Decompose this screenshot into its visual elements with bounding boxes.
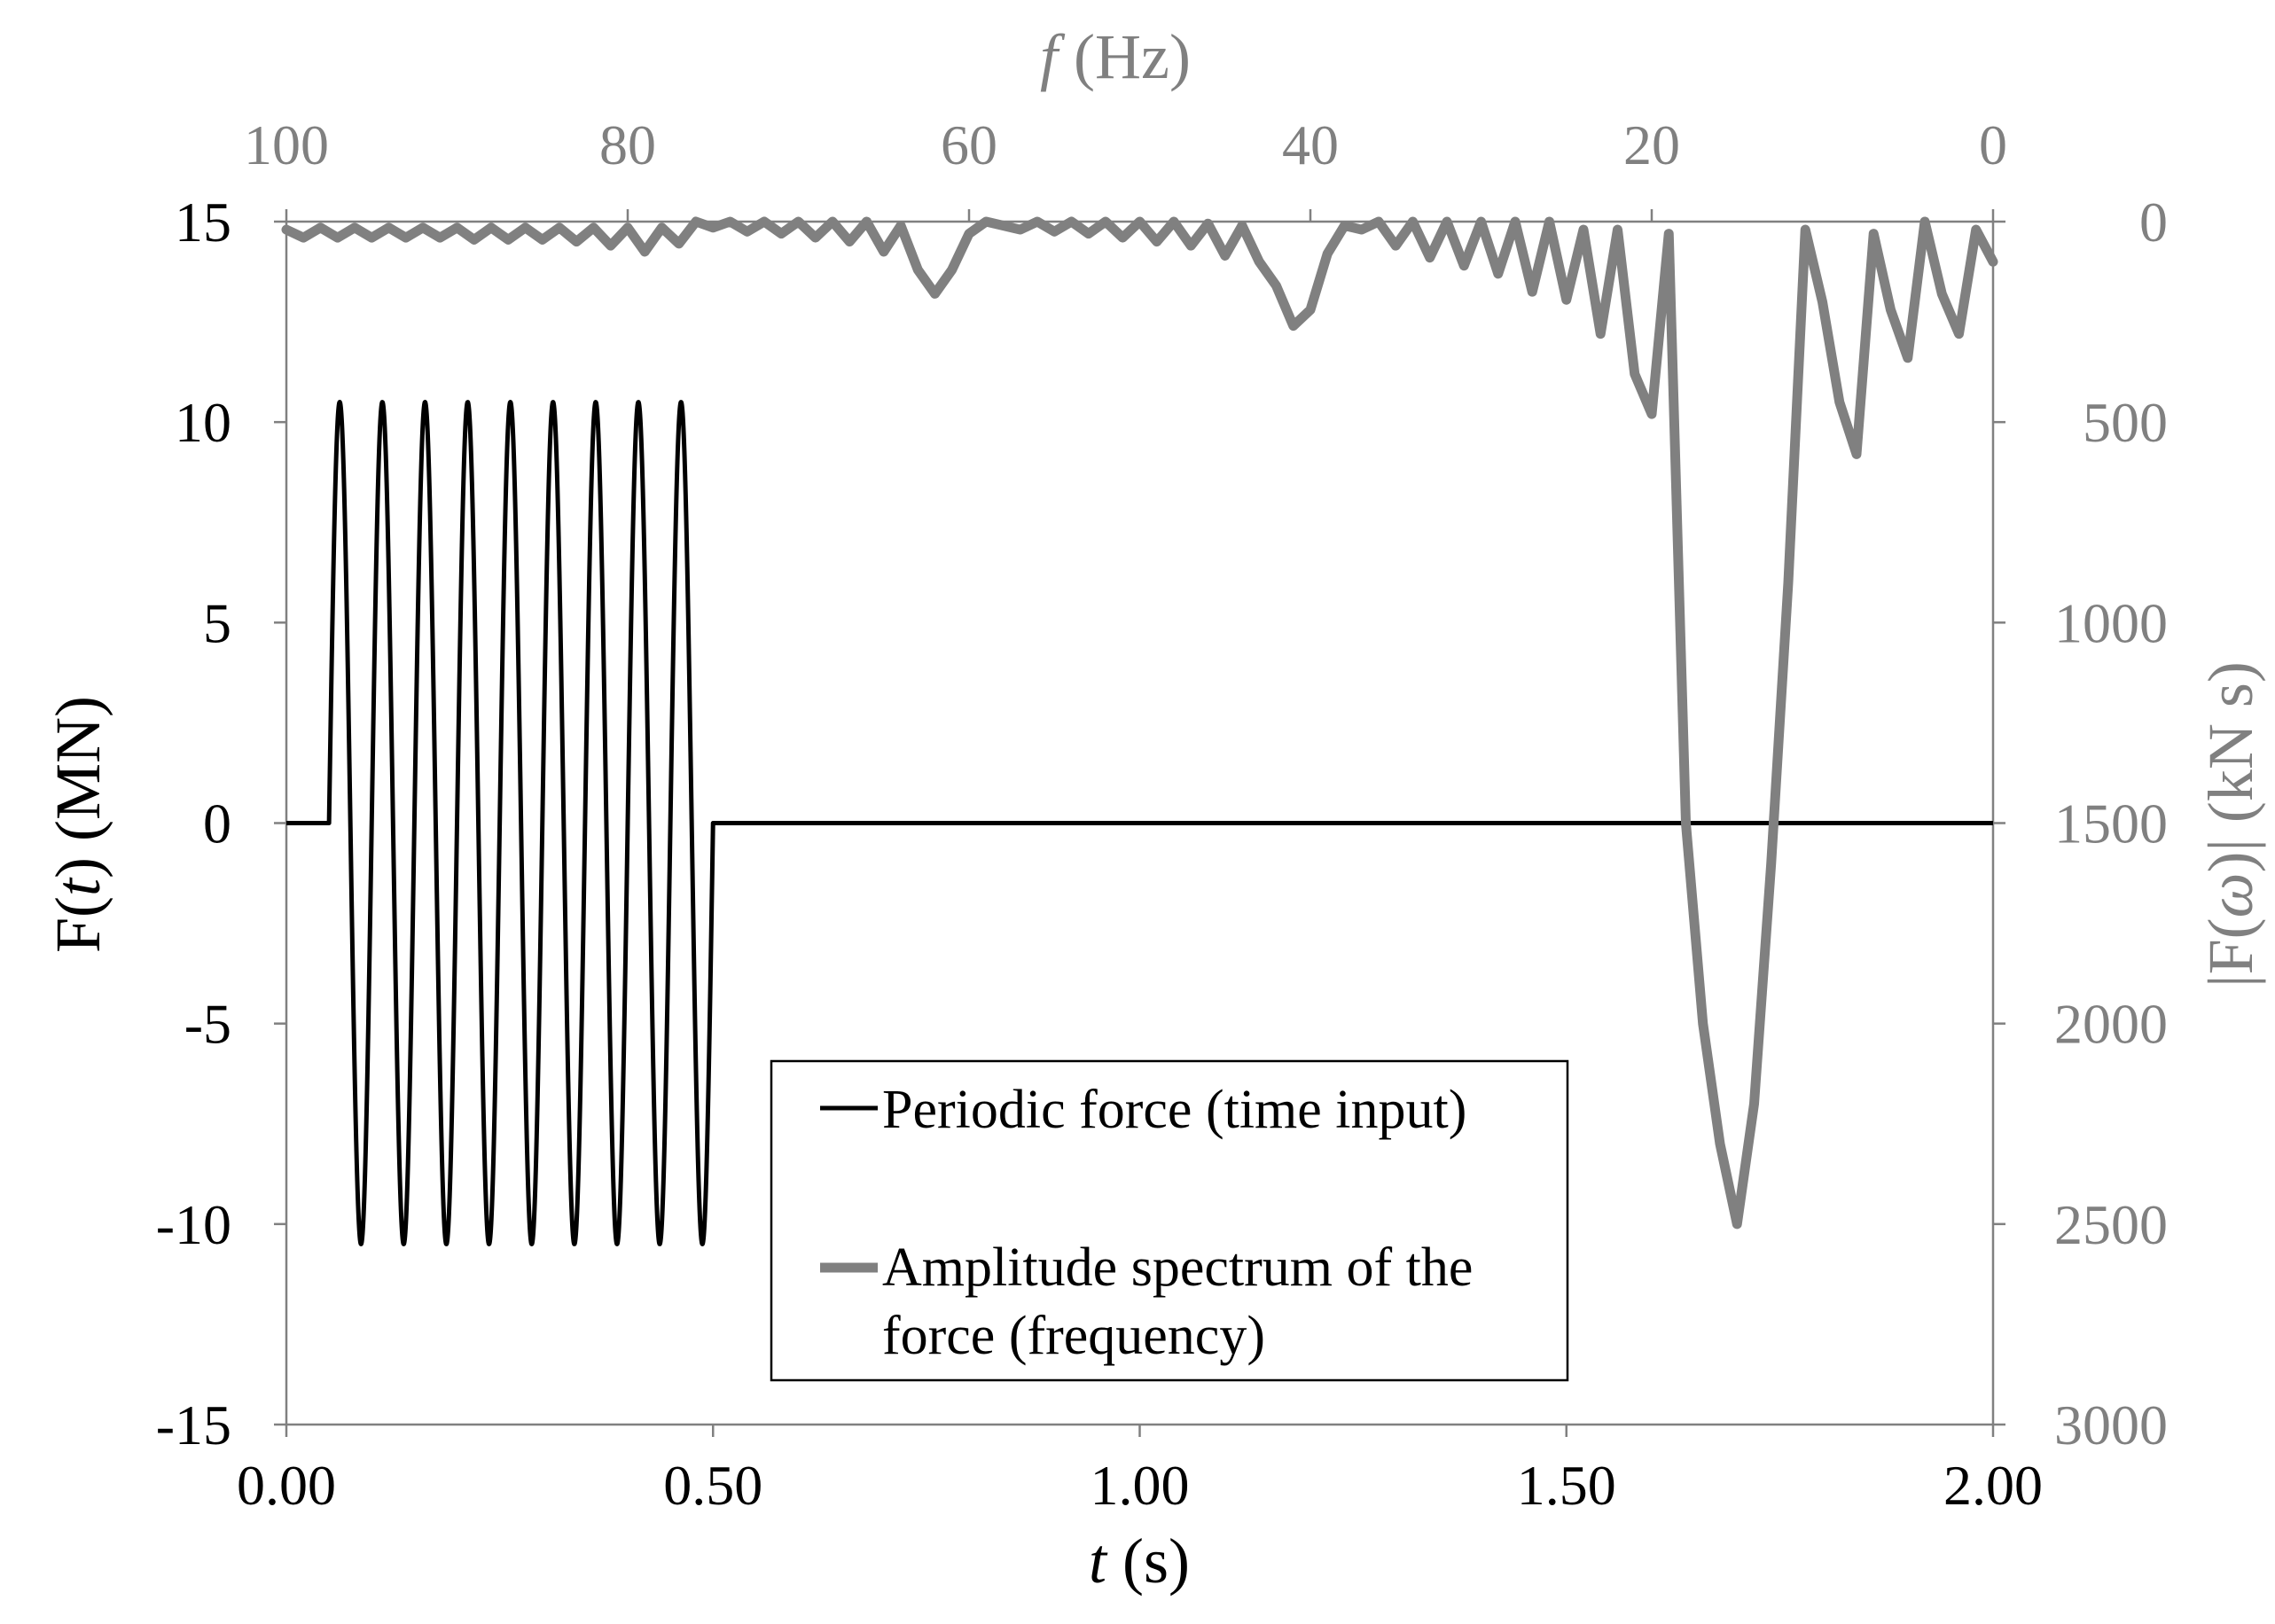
- right-axis-ticks: 0 500 1000 1500 2000 2500 3000: [1993, 191, 2168, 1456]
- legend-label-amplitude-spectrum-line2: force (frequency): [882, 1306, 1265, 1366]
- left-tick-label: 10: [175, 391, 231, 454]
- right-tick-label: 0: [2139, 191, 2168, 254]
- bottom-axis-title: t (s): [1089, 1526, 1190, 1597]
- top-tick-label: 40: [1282, 113, 1339, 176]
- left-axis-title: F(t) (MN): [43, 696, 113, 953]
- left-tick-label: -10: [156, 1193, 231, 1256]
- right-axis-title: |F(ω)| (kN s): [2195, 661, 2266, 988]
- bottom-axis-ticks: 0.00 0.50 1.00 1.50 2.00: [237, 1425, 2043, 1517]
- right-tick-label: 1000: [2054, 591, 2168, 654]
- left-tick-label: -15: [156, 1394, 231, 1456]
- bottom-tick-label: 1.50: [1517, 1454, 1616, 1517]
- series-line-periodic-force: [286, 400, 1993, 1246]
- right-tick-label: 2500: [2054, 1193, 2168, 1256]
- right-tick-label: 500: [2083, 391, 2168, 454]
- series-line-amplitude-spectrum: [281, 216, 1998, 1230]
- bottom-tick-label: 1.00: [1091, 1454, 1190, 1517]
- top-tick-label: 100: [244, 113, 329, 176]
- right-tick-label: 1500: [2054, 792, 2168, 855]
- left-tick-label: -5: [184, 993, 231, 1056]
- top-tick-label: 0: [1979, 113, 2007, 176]
- right-tick-label: 2000: [2054, 993, 2168, 1056]
- bottom-tick-label: 0.00: [237, 1454, 336, 1517]
- top-tick-label: 80: [599, 113, 656, 176]
- top-axis-ticks: 100 80 60 40 20 0: [244, 113, 2007, 222]
- bottom-tick-label: 0.50: [663, 1454, 762, 1517]
- bottom-tick-label: 2.00: [1943, 1454, 2043, 1517]
- right-tick-label: 3000: [2054, 1394, 2168, 1456]
- top-tick-label: 60: [941, 113, 997, 176]
- legend-box: [770, 1059, 1569, 1382]
- legend-label-periodic-force: Periodic force (time input): [882, 1080, 1466, 1140]
- left-tick-label: 5: [203, 591, 231, 654]
- top-tick-label: 20: [1623, 113, 1680, 176]
- legend: Periodic force (time input) Amplitude sp…: [770, 1059, 1569, 1382]
- left-axis-ticks: 15 10 5 0 -5 -10 -15: [156, 191, 286, 1456]
- left-tick-label: 0: [203, 792, 231, 855]
- legend-label-amplitude-spectrum-line1: Amplitude spectrum of the: [882, 1238, 1473, 1298]
- top-axis-title: f (Hz): [1040, 21, 1191, 92]
- left-tick-label: 15: [175, 191, 231, 254]
